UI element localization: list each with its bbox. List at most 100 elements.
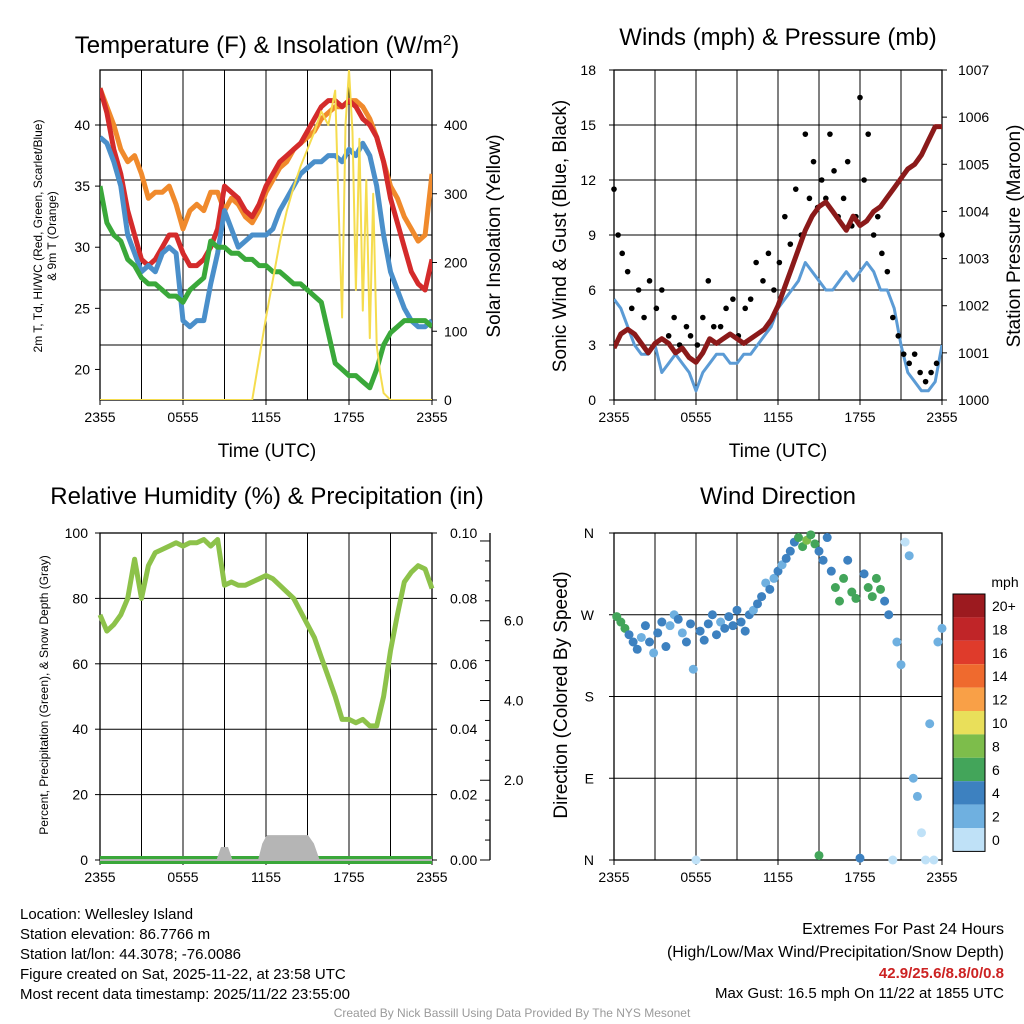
direction-point [863,583,873,592]
wind-direction-title: Wind Direction [700,483,856,510]
direction-point [843,555,853,565]
direction-point [937,623,947,633]
gust-point [723,305,729,312]
legend-swatch [953,734,985,758]
legend-label: 4 [992,785,1000,801]
direction-point [716,617,726,627]
snow-tick-label: 6.0 [504,613,524,629]
x-tick-label: 1155 [251,409,281,425]
x-tick-label: 2355 [926,869,957,885]
credit-text: Created By Nick Bassill Using Data Provi… [333,1006,691,1020]
gust-point [933,360,940,367]
gust-point [635,287,642,293]
direction-point [917,828,926,838]
direction-point [806,530,816,540]
legend-swatch [953,711,985,735]
gust-point [628,305,635,312]
gust-point [700,314,706,321]
speed-legend-title: mph [991,574,1018,590]
direction-point [921,855,931,865]
direction-point [781,553,791,563]
series-solar-insolation [100,70,432,400]
series-relative-humidity [97,537,435,729]
y-tick-label: W [581,607,595,623]
direction-point [773,566,783,576]
direction-point [665,621,675,631]
x-tick-label: 1755 [333,869,364,885]
direction-point [794,533,803,543]
pressure-ylabel: Station Pressure (Maroon) [1004,125,1024,348]
gust-point [884,268,891,275]
wind-direction-ylabel: Direction (Colored By Speed) [551,571,572,818]
gust-point [810,158,817,165]
direction-point [814,850,824,860]
gust-point [776,259,783,266]
direction-point [822,533,832,543]
gust-point [827,131,833,137]
y-tick-label: N [584,525,594,541]
gust-point [844,158,851,165]
gust-point [765,250,772,257]
y-tick-label: 18 [580,62,596,78]
station-info: Location: Wellesley Island Station eleva… [20,905,350,1005]
y-tick-label: S [585,689,594,705]
direction-point [732,605,742,615]
x-tick-label: 1155 [763,869,793,885]
winds-grid [614,70,942,400]
legend-label: 10 [992,715,1008,731]
humidity-title: Relative Humidity (%) & Precipitation (i… [50,483,483,510]
humidity-panel: Relative Humidity (%) & Precipitation (i… [37,483,524,885]
direction-point [748,605,758,615]
snow-tick-label: 4.0 [504,692,524,708]
elevation-text: Station elevation: 86.7766 m [20,926,211,943]
y-tick-label: 60 [72,656,88,672]
gust-point [687,333,694,339]
direction-point [876,584,885,594]
direction-point [628,637,638,647]
gust-point [683,323,690,330]
direction-point [620,623,630,633]
gust-point [928,369,934,376]
temperature-grid [100,70,432,400]
direction-point [703,619,713,629]
legend-label: 12 [992,692,1008,708]
direction-point [929,855,939,865]
legend-swatch [953,664,985,688]
y-tick-label: N [584,852,594,868]
gust-point [895,333,902,339]
winds-xlabel: Time (UTC) [729,441,828,462]
winds-ylabel: Sonic Wind & Gust (Blue, Black) [550,100,571,372]
legend-label: 16 [992,645,1008,661]
direction-point [884,610,894,620]
direction-point [908,773,918,783]
gust-point [890,314,896,321]
extremes-values: 42.9/25.6/8.8/0/0.8 [878,965,1004,982]
x-tick-label: 0555 [167,869,198,885]
gust-point [646,278,653,284]
y-tick-label: 40 [72,721,88,737]
direction-point [645,637,655,647]
extremes-heading: Extremes For Past 24 Hours [802,921,1004,938]
gust-point [874,213,881,220]
series-2m-td [100,185,432,391]
x-tick-label: 0555 [680,869,711,885]
temperature-ylabel-line1: 2m T, Td, HI/WC (Red, Green, Scarlet/Blu… [31,120,45,353]
gust-point [717,323,724,330]
direction-point [761,578,771,588]
y2-tick-label: 1001 [958,345,989,361]
direction-point [640,621,650,631]
speed-legend: 20+ 18 16 14 12 10 8 6 4 2 0 [952,593,1016,852]
y2-tick-label: 0.06 [450,656,477,672]
gust-point [710,323,717,330]
x-tick-label: 2355 [84,409,115,425]
legend-label: 2 [992,809,1000,825]
direction-point [933,637,943,647]
direction-point [892,637,902,647]
y-tick-label: 40 [74,117,90,133]
direction-point [757,592,767,602]
legend-swatch [953,828,985,852]
x-tick-label: 2355 [84,869,115,885]
direction-point [867,592,877,602]
direction-point [636,632,646,642]
gust-point [906,360,912,367]
